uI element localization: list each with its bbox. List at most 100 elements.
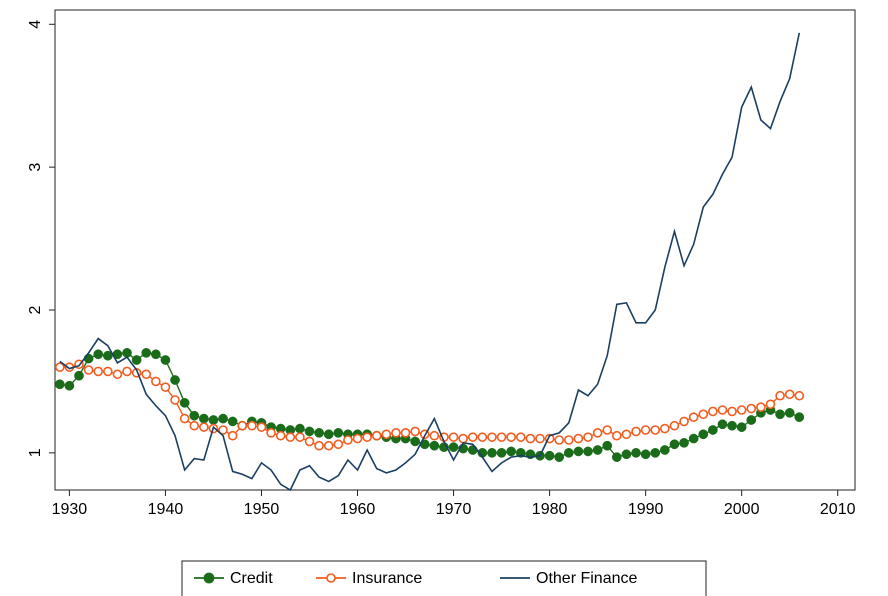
point (189, 410, 200, 421)
point (669, 439, 680, 450)
point (794, 412, 805, 422)
point (275, 430, 286, 441)
point (314, 440, 324, 451)
point (717, 405, 728, 415)
point (688, 412, 699, 422)
x-tick-label: 1930 (52, 501, 88, 518)
point (122, 366, 132, 377)
point (391, 428, 401, 438)
point (314, 428, 324, 438)
point (621, 429, 632, 440)
point (535, 433, 545, 444)
point (112, 369, 123, 380)
point (640, 425, 651, 435)
point (746, 403, 757, 414)
point (592, 428, 603, 438)
point (487, 432, 497, 442)
point (179, 398, 190, 408)
point (784, 408, 795, 418)
point (515, 448, 526, 458)
point (343, 435, 353, 445)
point (727, 420, 737, 431)
point (506, 446, 517, 457)
point (679, 416, 689, 427)
point (564, 435, 574, 445)
point (746, 415, 757, 425)
point (323, 440, 334, 451)
point (660, 423, 670, 434)
point (736, 422, 747, 432)
point (266, 428, 276, 438)
point (756, 402, 766, 412)
point (659, 445, 670, 455)
point (208, 415, 219, 425)
point (55, 362, 65, 372)
x-tick-label: 1950 (244, 501, 280, 518)
point (83, 365, 94, 375)
point (333, 439, 344, 450)
point (727, 406, 737, 417)
point (708, 406, 718, 417)
point (93, 366, 104, 377)
x-tick-label: 1980 (532, 501, 568, 518)
x-tick-label: 2000 (724, 501, 760, 518)
point (323, 429, 334, 440)
point (54, 379, 65, 390)
point (467, 432, 478, 442)
point (227, 416, 238, 427)
point (506, 432, 516, 442)
point (698, 409, 709, 420)
point (708, 425, 718, 435)
point (554, 435, 565, 445)
point (102, 350, 113, 361)
point (448, 442, 459, 452)
point (525, 433, 536, 444)
legend-swatch-marker (203, 572, 215, 584)
point (429, 440, 440, 451)
point (583, 432, 593, 442)
point (218, 425, 228, 435)
point (400, 428, 411, 438)
point (544, 450, 555, 461)
point (170, 395, 180, 405)
point (583, 446, 593, 457)
point (160, 382, 171, 392)
point (602, 425, 613, 435)
point (736, 405, 747, 415)
point (554, 452, 565, 462)
point (496, 432, 507, 442)
point (679, 438, 689, 448)
point (227, 430, 238, 441)
point (592, 445, 603, 455)
point (83, 353, 94, 364)
legend-box (181, 560, 707, 596)
point (631, 448, 641, 458)
point (650, 448, 661, 458)
point (285, 432, 296, 442)
point (458, 433, 468, 444)
point (410, 426, 420, 437)
point (775, 409, 785, 420)
point (151, 376, 161, 387)
legend-swatch-marker (326, 573, 336, 583)
point (515, 432, 526, 442)
point (487, 448, 497, 458)
y-tick-label: 1 (27, 448, 44, 457)
point (333, 428, 344, 438)
point (64, 380, 75, 391)
point (669, 420, 680, 431)
point (199, 413, 209, 424)
point (150, 349, 161, 360)
point (352, 433, 363, 444)
legend: Credit Insurance Other Finance (181, 560, 707, 596)
point (496, 448, 507, 458)
point (141, 369, 152, 380)
x-tick-label: 1990 (628, 501, 664, 518)
point (93, 349, 104, 360)
point (237, 420, 248, 431)
point (295, 423, 305, 434)
plot-area (54, 9, 856, 491)
point (448, 432, 459, 442)
point (371, 430, 382, 441)
